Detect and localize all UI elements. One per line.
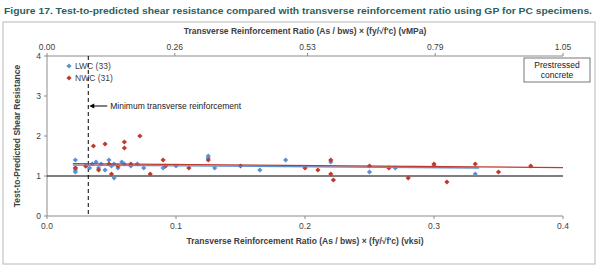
point [283, 157, 288, 162]
y-tick [44, 56, 47, 57]
point [73, 157, 78, 162]
point [473, 161, 478, 166]
x-tick [434, 216, 435, 219]
point [444, 179, 449, 184]
chart: Figure 17. Test-to-predicted shear resis… [0, 0, 598, 273]
legend-label: NWC (31) [75, 73, 113, 83]
point [122, 139, 127, 144]
x2-tick-label: 0.00 [39, 42, 56, 52]
point [473, 171, 478, 176]
x-tick-label: 0.4 [557, 221, 569, 231]
y-tick [44, 136, 47, 137]
legend-marker [66, 75, 71, 80]
point [102, 167, 107, 172]
point [137, 133, 142, 138]
note-text: Prestressedconcrete [534, 60, 580, 80]
point [496, 169, 501, 174]
x2-tick [563, 53, 564, 56]
point [328, 157, 333, 162]
y-tick-label: 4 [36, 51, 41, 61]
note-line: concrete [541, 70, 574, 80]
point [91, 143, 96, 148]
x-tick-label: 0.0 [41, 221, 53, 231]
x-tick-label: 0.2 [299, 221, 311, 231]
x2-axis [47, 56, 563, 57]
x-tick-label: 0.1 [170, 221, 182, 231]
point [73, 165, 78, 170]
y-tick-label: 2 [36, 131, 41, 141]
point [109, 171, 114, 176]
x-tick-label: 0.3 [428, 221, 440, 231]
point [315, 167, 320, 172]
x2-tick-label: 1.05 [555, 42, 572, 52]
x2-tick [174, 53, 175, 56]
point [431, 161, 436, 166]
x-axis-title: Transverse Reinforcement Ratio (As / bws… [187, 236, 424, 246]
trend-line [73, 164, 563, 168]
plot-area [47, 56, 563, 216]
title: Figure 17. Test-to-predicted shear resis… [4, 5, 592, 16]
y-tick-label: 0 [36, 211, 41, 221]
frame [3, 22, 595, 264]
annotation-arrowhead [89, 104, 94, 109]
point [111, 175, 116, 180]
point [122, 145, 127, 150]
annotation: Minimum transverse reinforcement [110, 101, 241, 111]
y-tick [44, 216, 47, 217]
x-tick [176, 216, 177, 219]
x2-tick-label: 0.53 [299, 42, 316, 52]
y-axis-title: Test-to-Predicted Shear Resistance [12, 64, 22, 207]
point [148, 171, 153, 176]
y-tick-label: 3 [36, 91, 41, 101]
note-box [524, 58, 590, 82]
point [331, 177, 336, 182]
point [102, 141, 107, 146]
point [367, 169, 372, 174]
y-tick [44, 96, 47, 97]
x2-tick-label: 0.79 [427, 42, 444, 52]
x-tick [563, 216, 564, 219]
point [328, 171, 333, 176]
point [96, 167, 101, 172]
x-tick [305, 216, 306, 219]
y-tick-label: 1 [36, 171, 41, 181]
annotation-arrow [92, 106, 107, 107]
point [406, 175, 411, 180]
legend-marker [66, 63, 71, 68]
point [206, 157, 211, 162]
legend-label: LWC (33) [75, 61, 111, 71]
note-line: Prestressed [534, 60, 580, 70]
x2-axis-title: Transverse Reinforcement Ratio (As / bws… [184, 26, 427, 36]
x2-tick-label: 0.26 [166, 42, 183, 52]
reference-line [47, 175, 563, 176]
point [161, 157, 166, 162]
x2-tick [435, 53, 436, 56]
x2-tick [307, 53, 308, 56]
y-tick [44, 176, 47, 177]
point [257, 167, 262, 172]
